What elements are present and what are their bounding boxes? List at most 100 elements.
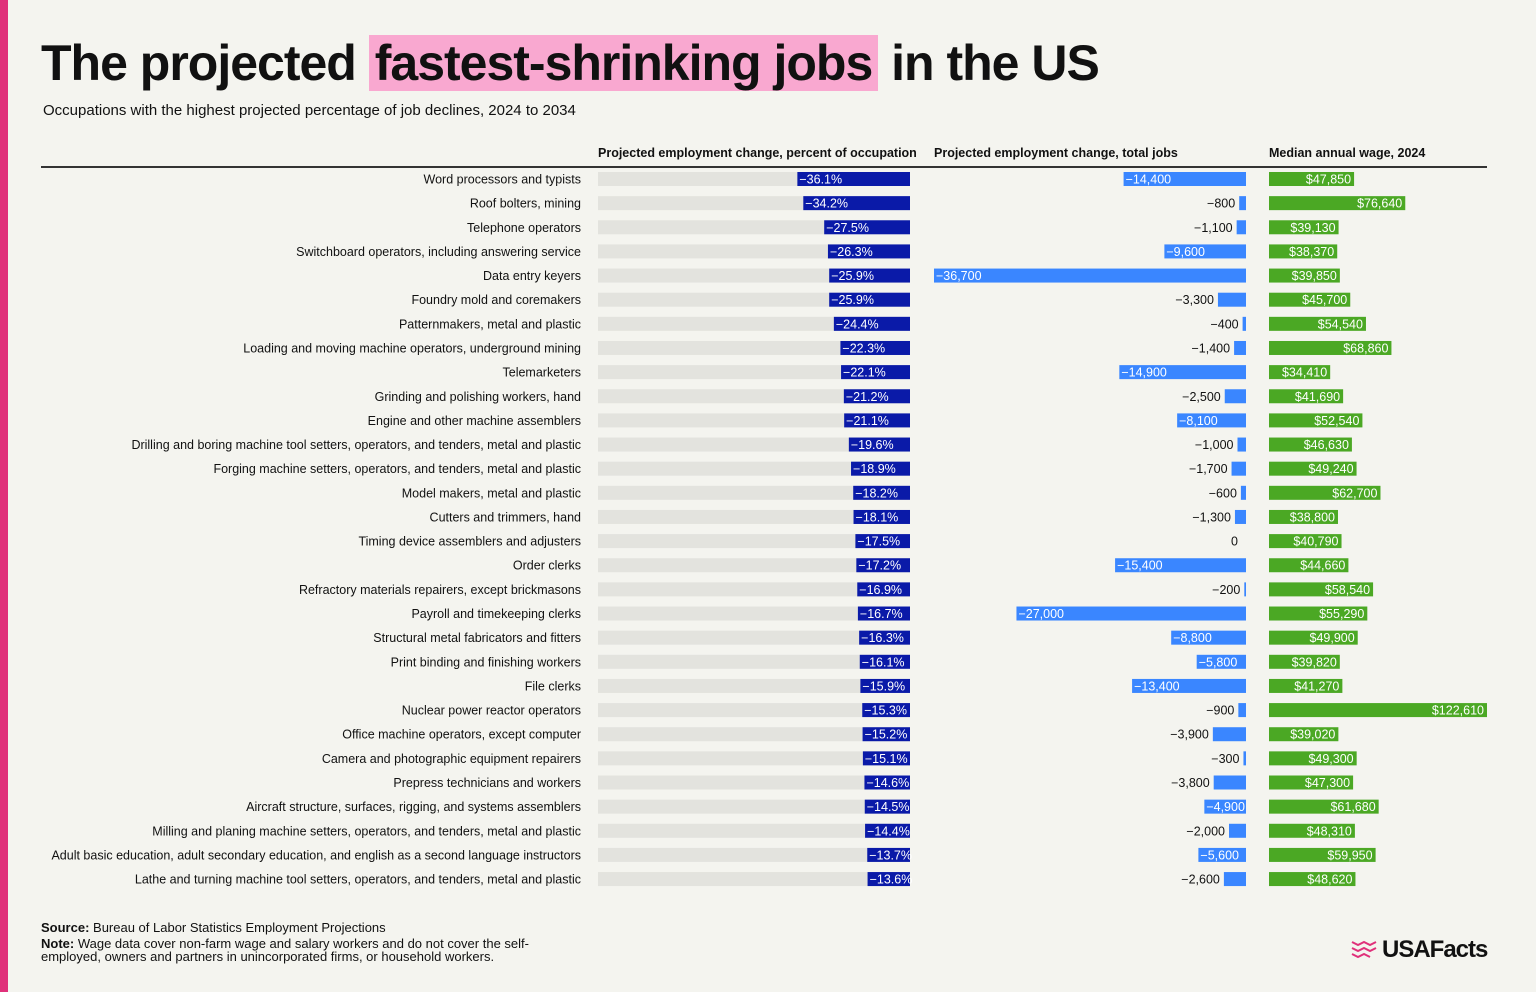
jobs-label: −14,400: [1126, 173, 1172, 187]
wage-bar: [1269, 872, 1356, 887]
category-label: Order clerks: [513, 559, 581, 573]
jobs-label: −2,600: [1181, 873, 1220, 887]
flag-icon: [1351, 940, 1377, 959]
jobs-bar: [1234, 509, 1246, 524]
percent-bar: [803, 196, 910, 211]
category-label: Aircraft structure, surfaces, rigging, a…: [246, 800, 581, 814]
percent-label: −19.6%: [851, 438, 894, 452]
jobs-bar: [1016, 606, 1246, 621]
jobs-label: −400: [1210, 317, 1238, 331]
wage-label: $38,800: [1290, 510, 1335, 524]
wage-bar: [1269, 847, 1376, 862]
jobs-bar: [1164, 244, 1246, 259]
column-header-jobs: Projected employment change, total jobs: [934, 146, 1178, 160]
percent-bar: [862, 751, 910, 766]
wage-label: $34,410: [1282, 366, 1327, 380]
percent-label: −14.5%: [867, 800, 910, 814]
percent-bar: [853, 485, 910, 500]
wage-label: $48,310: [1307, 824, 1352, 838]
wage-bar: [1269, 268, 1340, 283]
logo-text: USAFacts: [1382, 936, 1488, 963]
jobs-bar: [934, 268, 1246, 283]
percent-track: [598, 558, 910, 573]
jobs-bar: [1223, 872, 1246, 887]
percent-label: −16.7%: [860, 607, 903, 621]
category-label: Lathe and turning machine tool setters, …: [135, 873, 581, 887]
wage-bar: [1269, 389, 1344, 404]
wage-bar: [1269, 678, 1343, 693]
wage-bar: [1269, 582, 1374, 597]
percent-track: [598, 872, 910, 887]
wage-bar: [1269, 823, 1355, 838]
percent-label: −13.7%: [869, 848, 912, 862]
jobs-label: −8,800: [1173, 631, 1212, 645]
jobs-bar: [1231, 461, 1246, 476]
category-label: Refractory materials repairers, except b…: [299, 583, 581, 597]
percent-bar: [867, 847, 910, 862]
jobs-bar: [1132, 678, 1246, 693]
category-label: Foundry mold and coremakers: [411, 293, 581, 307]
percent-track: [598, 389, 910, 404]
jobs-label: −15,400: [1117, 559, 1163, 573]
jobs-bar: [1213, 775, 1246, 790]
wage-label: $39,020: [1290, 728, 1335, 742]
percent-bar: [859, 654, 910, 669]
percent-bar: [857, 606, 910, 621]
jobs-label: −200: [1212, 583, 1240, 597]
jobs-bar: [1196, 654, 1246, 669]
percent-bar: [833, 316, 910, 331]
percent-track: [598, 751, 910, 766]
category-label: Grinding and polishing workers, hand: [375, 390, 581, 404]
category-label: Loading and moving machine operators, un…: [243, 341, 581, 355]
wage-label: $40,790: [1293, 535, 1338, 549]
accent-stripe: [0, 0, 8, 992]
percent-label: −25.9%: [831, 269, 874, 283]
wage-label: $49,240: [1308, 462, 1353, 476]
percent-bar: [824, 220, 910, 235]
percent-track: [598, 775, 910, 790]
jobs-label: −27,000: [1018, 607, 1064, 621]
wage-bar: [1269, 606, 1368, 621]
header-rule: [41, 166, 1487, 168]
jobs-bar: [1119, 365, 1246, 380]
category-label: Engine and other machine assemblers: [368, 414, 581, 428]
jobs-label: −4,900: [1206, 800, 1245, 814]
category-label: Switchboard operators, including answeri…: [296, 245, 581, 259]
percent-bar: [848, 437, 910, 452]
footnote: Note: Wage data cover non-farm wage and …: [41, 937, 561, 963]
percent-bar: [844, 413, 910, 428]
percent-bar: [865, 823, 910, 838]
wage-label: $41,270: [1294, 679, 1339, 693]
chart-title: The projected fastest-shrinking jobs in …: [41, 34, 1100, 92]
percent-track: [598, 847, 910, 862]
jobs-label: −1,400: [1192, 341, 1231, 355]
wage-label: $49,300: [1308, 752, 1353, 766]
source-text: Bureau of Labor Statistics Employment Pr…: [89, 920, 386, 935]
percent-track: [598, 316, 910, 331]
percent-bar: [853, 509, 910, 524]
category-label: Prepress technicians and workers: [393, 776, 581, 790]
jobs-label: −14,900: [1121, 366, 1167, 380]
percent-bar: [867, 872, 910, 887]
jobs-label: −1,300: [1192, 510, 1231, 524]
wage-label: $44,660: [1300, 559, 1345, 573]
percent-label: −16.9%: [859, 583, 902, 597]
category-label: Cutters and trimmers, hand: [430, 510, 581, 524]
jobs-bar: [1242, 316, 1246, 331]
jobs-bar: [1123, 172, 1246, 186]
category-label: Forging machine setters, operators, and …: [213, 462, 581, 476]
percent-label: −16.1%: [862, 655, 905, 669]
percent-label: −22.3%: [842, 341, 885, 355]
percent-track: [598, 485, 910, 500]
category-label: Roof bolters, mining: [470, 197, 581, 211]
category-label: Payroll and timekeeping clerks: [411, 607, 581, 621]
jobs-label: −800: [1207, 197, 1235, 211]
percent-bar: [851, 461, 910, 476]
jobs-label: −1,700: [1189, 462, 1228, 476]
percent-track: [598, 365, 910, 380]
percent-bar: [797, 172, 910, 186]
note-text: Wage data cover non-farm wage and salary…: [41, 936, 529, 964]
jobs-bar: [1217, 292, 1246, 307]
jobs-bar: [1177, 413, 1246, 428]
